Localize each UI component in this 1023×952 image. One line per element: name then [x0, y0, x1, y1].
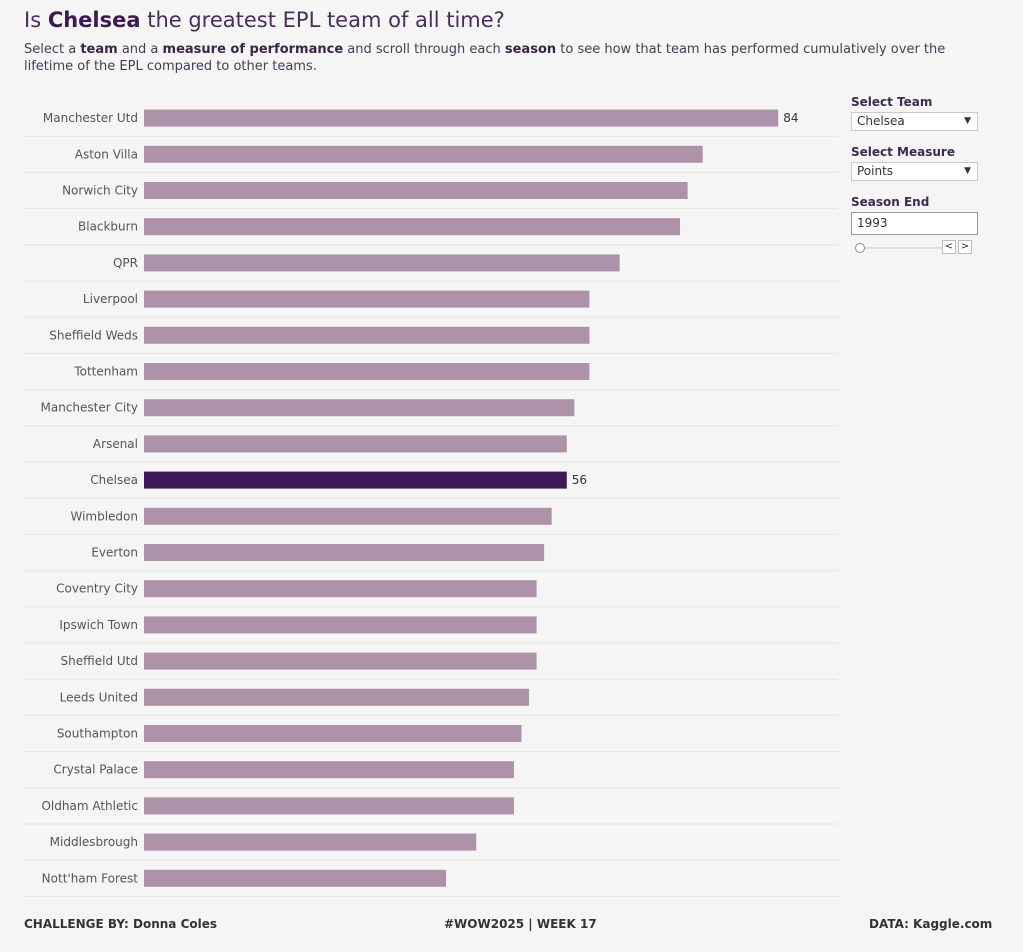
season-end-label: Season End — [851, 195, 930, 209]
tick-label-middlesbrough: Middlesbrough — [50, 835, 138, 849]
measure-dropdown-value: Points — [857, 164, 894, 178]
bar-southampton[interactable] — [144, 725, 522, 742]
chevron-down-icon: ▼ — [964, 116, 971, 126]
bar-blackburn[interactable] — [144, 218, 681, 236]
slider-track[interactable] — [859, 247, 943, 249]
prev-season-button[interactable]: < — [942, 240, 956, 254]
slider-thumb[interactable] — [855, 243, 865, 253]
season-slider[interactable]: < > — [851, 240, 978, 256]
next-season-button[interactable]: > — [958, 240, 972, 254]
controls-panel: Select Team Chelsea ▼ Select Measure Poi… — [851, 95, 981, 256]
page-title: Is Chelsea the greatest EPL team of all … — [24, 8, 505, 32]
bar-manchester-city[interactable] — [144, 399, 575, 417]
tick-label-manchester-city: Manchester City — [40, 401, 138, 415]
bar-oldham-athletic[interactable] — [144, 797, 514, 815]
tick-label-liverpool: Liverpool — [83, 292, 138, 306]
select-team-label: Select Team — [851, 95, 933, 109]
tick-label-manchester-utd: Manchester Utd — [43, 111, 138, 125]
tick-label-wimbledon: Wimbledon — [70, 509, 138, 523]
footer-challenge-by: CHALLENGE BY: Donna Coles — [24, 917, 218, 931]
title-team: Chelsea — [47, 8, 141, 32]
bar-sheffield-utd[interactable] — [144, 652, 537, 670]
measure-dropdown[interactable]: Points ▼ — [851, 162, 978, 181]
bar-ipswich-town[interactable] — [144, 616, 537, 634]
tick-label-crystal-palace: Crystal Palace — [53, 763, 138, 777]
tick-label-aston-villa: Aston Villa — [75, 147, 138, 161]
bar-chelsea[interactable] — [144, 471, 567, 489]
footer-hashtag: #WOW2025 | WEEK 17 — [444, 917, 597, 931]
bar-crystal-palace[interactable] — [144, 761, 514, 779]
data-label-manchester-utd: 84 — [783, 111, 798, 125]
tick-label-leeds-united: Leeds United — [60, 690, 138, 704]
bar-wimbledon[interactable] — [144, 507, 552, 525]
tick-label-oldham-athletic: Oldham Athletic — [41, 799, 138, 813]
data-label-chelsea: 56 — [572, 473, 587, 487]
tick-label-blackburn: Blackburn — [78, 220, 138, 234]
chevron-down-icon: ▼ — [964, 166, 971, 176]
tick-label-everton: Everton — [91, 546, 138, 560]
bar-everton[interactable] — [144, 544, 545, 561]
tick-label-sheffield-weds: Sheffield Weds — [49, 328, 138, 342]
bar-qpr[interactable] — [144, 254, 620, 272]
bar-sheffield-weds[interactable] — [144, 326, 590, 344]
team-dropdown[interactable]: Chelsea ▼ — [851, 112, 978, 131]
tick-label-norwich-city: Norwich City — [62, 184, 138, 198]
bar-manchester-utd[interactable] — [144, 109, 779, 127]
tick-label-arsenal: Arsenal — [93, 437, 138, 451]
bar-coventry-city[interactable] — [144, 580, 537, 598]
tick-label-qpr: QPR — [113, 256, 138, 270]
bar-nott-ham-forest[interactable] — [144, 869, 446, 887]
tick-label-chelsea: Chelsea — [90, 473, 138, 487]
bar-aston-villa[interactable] — [144, 145, 703, 163]
season-end-input[interactable]: 1993 — [851, 212, 978, 235]
tick-label-tottenham: Tottenham — [73, 365, 138, 379]
bar-liverpool[interactable] — [144, 290, 590, 308]
page-subtitle: Select a team and a measure of performan… — [24, 42, 946, 74]
tick-label-ipswich-town: Ipswich Town — [59, 618, 138, 632]
tick-label-coventry-city: Coventry City — [56, 582, 138, 596]
tick-label-sheffield-utd: Sheffield Utd — [61, 654, 138, 668]
bar-middlesbrough[interactable] — [144, 833, 477, 851]
tick-label-nott-ham-forest: Nott'ham Forest — [42, 871, 139, 885]
bar-leeds-united[interactable] — [144, 688, 530, 706]
bar-arsenal[interactable] — [144, 435, 567, 453]
bar-tottenham[interactable] — [144, 363, 590, 380]
bar-norwich-city[interactable] — [144, 182, 688, 199]
footer-data-source: DATA: Kaggle.com — [869, 917, 993, 931]
tick-label-southampton: Southampton — [57, 727, 138, 741]
select-measure-label: Select Measure — [851, 145, 955, 159]
team-dropdown-value: Chelsea — [857, 114, 905, 128]
